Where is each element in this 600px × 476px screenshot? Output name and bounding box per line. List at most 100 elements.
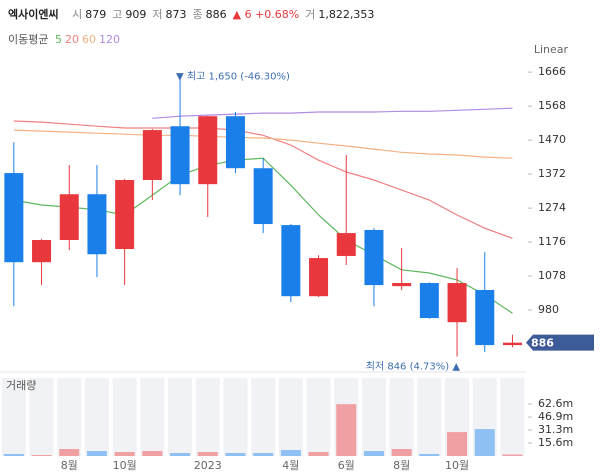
ma-line [13, 129, 513, 159]
volume-title: 거래량 [6, 379, 36, 392]
volume-bar [225, 453, 246, 456]
volume-tick-label: 62.6m [538, 397, 573, 410]
volume-bar [363, 451, 384, 456]
quote-label: 종 [192, 8, 203, 21]
legend-entry: 20 [64, 33, 79, 46]
last-price: 886 [531, 337, 554, 350]
candle-body [309, 258, 329, 297]
volume-bar [114, 452, 135, 456]
volume-column [361, 378, 386, 456]
volume-bar [308, 452, 329, 456]
y-tick-label: 980 [538, 303, 559, 316]
legend-entry: 60 [81, 33, 96, 46]
x-tick-label: 8월 [393, 459, 410, 472]
volume-column [57, 378, 82, 456]
volume-column [195, 378, 220, 456]
volume-column [417, 378, 442, 456]
quote-label: 시 [72, 8, 83, 21]
y-tick-label: 1176 [538, 235, 566, 248]
volume-bar [280, 450, 301, 456]
candle-body [115, 180, 135, 250]
candle-body [253, 168, 273, 225]
scale-label: Linear [534, 43, 569, 56]
quote-label: 고 [112, 8, 123, 21]
candle-body [336, 233, 356, 256]
volume-column [223, 378, 248, 456]
quote-value: 879 [85, 8, 107, 21]
y-tick-label: 1274 [538, 201, 566, 214]
candle-body [392, 283, 412, 287]
volume-bar [447, 432, 468, 456]
x-tick-label: 4월 [282, 459, 299, 472]
x-tick-label: 2023 [194, 459, 222, 472]
quote-value: 1,822,353 [318, 8, 375, 21]
volume-tick-label: 31.3m [538, 423, 573, 436]
candle-body [198, 116, 218, 185]
y-tick-label: 1372 [538, 167, 566, 180]
volume-column [306, 378, 331, 456]
volume-bar [253, 453, 274, 456]
volume-column [112, 378, 137, 456]
volume-bar [502, 454, 523, 456]
volume-bar [142, 451, 163, 456]
volume-bar [419, 454, 440, 456]
candle-body [4, 173, 24, 263]
quote-label: 저 [152, 8, 163, 21]
volume-bar [86, 451, 107, 456]
candle-body [59, 194, 79, 241]
y-tick-label: 1078 [538, 269, 566, 282]
quote-value: 873 [165, 8, 187, 21]
volume-bar [391, 449, 412, 456]
x-tick-label: 10월 [113, 459, 137, 472]
candle-body [419, 283, 439, 319]
header: 엑사이엔씨 시 879 고 909 저 873 종 886 ▲ 6 +0.68% 거 1,822,3… [8, 6, 380, 22]
x-tick-label: 8월 [61, 459, 78, 472]
candle-body [32, 240, 52, 263]
volume-tick-label: 46.9m [538, 410, 573, 423]
candle-body [502, 342, 522, 346]
volume-tick-label: 15.6m [538, 436, 573, 449]
volume-column [251, 378, 276, 456]
volume-bar [336, 404, 357, 456]
volume-bar [3, 454, 24, 456]
volume-bar [170, 453, 191, 456]
quote-value: 909 [125, 8, 147, 21]
legend-entry: 120 [98, 33, 120, 46]
candle-body [170, 126, 190, 185]
quote-value: 886 [205, 8, 227, 21]
volume-column [168, 378, 193, 456]
quote-label: 거 [305, 8, 316, 21]
volume-column [278, 378, 303, 456]
volume-bar [197, 452, 218, 456]
volume-column [1, 378, 26, 456]
volume-column [29, 378, 54, 456]
stock-name: 엑사이엔씨 [8, 8, 59, 21]
candle-body [364, 229, 384, 286]
y-tick-label: 1666 [538, 65, 566, 78]
y-tick-label: 1470 [538, 133, 566, 146]
candle-body [225, 116, 245, 169]
candle-body [281, 225, 301, 297]
volume-bar [59, 449, 80, 456]
candle-body [142, 130, 162, 181]
volume-bar [474, 429, 495, 456]
x-tick-label: 10월 [445, 459, 469, 472]
volume-column [500, 378, 525, 456]
volume-bar [31, 455, 52, 456]
last-price-box [526, 334, 594, 351]
ma-line [152, 107, 513, 119]
y-tick-label: 1568 [538, 99, 566, 112]
volume-column [389, 378, 414, 456]
ma-line [13, 120, 513, 239]
x-tick-label: 6월 [338, 459, 355, 472]
candle-body [447, 283, 467, 323]
max-annotation: ▼ 최고 1,650 (-46.30%) [176, 71, 290, 83]
candle-body [475, 289, 495, 346]
ma-legend-title: 이동평균 [8, 33, 49, 46]
candle-body [87, 194, 107, 255]
min-annotation: 최저 846 (4.73%) ▲ [366, 361, 461, 373]
price-change: ▲ 6 +0.68% [232, 8, 300, 21]
volume-column [140, 378, 165, 456]
